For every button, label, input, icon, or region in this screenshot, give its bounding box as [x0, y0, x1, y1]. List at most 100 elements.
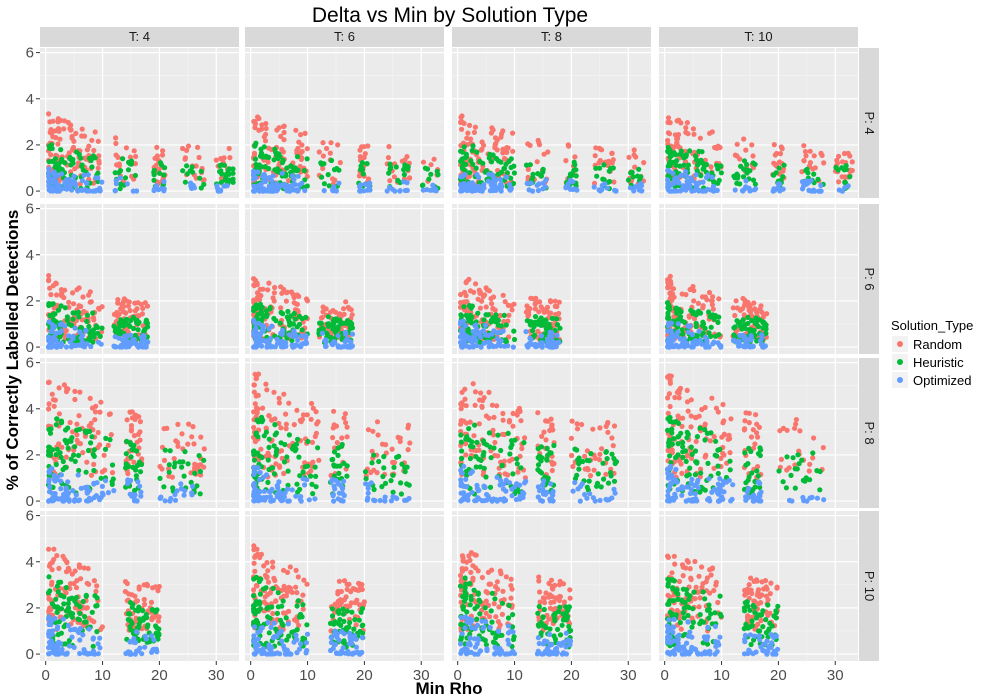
data-point-heuristic — [487, 484, 494, 490]
data-point-random — [500, 417, 506, 423]
data-point-heuristic — [89, 164, 95, 170]
data-point-optimized — [501, 481, 507, 487]
data-point-optimized — [50, 498, 56, 504]
data-point-optimized — [734, 339, 740, 345]
data-point-random — [131, 148, 137, 154]
data-point-optimized — [292, 182, 298, 188]
data-point-heuristic — [511, 336, 518, 343]
data-point-optimized — [695, 477, 701, 483]
data-point-heuristic — [197, 175, 203, 181]
data-point-random — [784, 467, 790, 473]
data-point-random — [356, 173, 362, 179]
data-point-heuristic — [349, 321, 355, 327]
data-point-optimized — [51, 472, 57, 479]
data-point-random — [799, 169, 805, 175]
data-point-random — [552, 303, 558, 309]
data-point-heuristic — [284, 314, 290, 320]
data-point-random — [665, 115, 672, 121]
data-point-random — [97, 409, 103, 415]
data-point-random — [159, 466, 165, 472]
data-point-optimized — [670, 170, 676, 176]
data-point-random — [683, 129, 689, 135]
data-point-heuristic — [667, 453, 673, 459]
data-point-random — [549, 467, 555, 474]
data-point-random — [88, 472, 95, 478]
row-strip: P: 6 — [859, 204, 879, 354]
data-point-heuristic — [70, 316, 76, 322]
data-point-heuristic — [666, 302, 672, 308]
data-point-heuristic — [499, 462, 505, 468]
data-point-heuristic — [714, 162, 720, 168]
data-point-optimized — [66, 498, 72, 504]
data-point-heuristic — [554, 316, 560, 322]
data-point-heuristic — [76, 467, 82, 474]
data-point-optimized — [303, 335, 309, 341]
data-point-heuristic — [260, 154, 266, 160]
data-point-optimized — [365, 490, 371, 496]
data-point-optimized — [673, 466, 679, 472]
data-point-random — [492, 142, 498, 148]
data-point-optimized — [547, 329, 553, 335]
data-point-random — [175, 439, 181, 446]
data-point-optimized — [670, 337, 676, 343]
data-point-random — [86, 292, 92, 298]
data-point-optimized — [743, 344, 749, 350]
data-point-heuristic — [161, 484, 167, 490]
data-point-heuristic — [315, 445, 321, 451]
data-point-heuristic — [670, 436, 677, 442]
data-point-random — [74, 578, 80, 584]
data-point-heuristic — [64, 314, 70, 320]
data-point-optimized — [839, 188, 845, 194]
data-point-optimized — [755, 479, 761, 485]
data-point-heuristic — [667, 151, 674, 157]
data-point-random — [544, 309, 551, 315]
data-point-random — [605, 420, 611, 426]
data-point-heuristic — [742, 450, 748, 456]
data-point-heuristic — [611, 478, 618, 484]
data-point-heuristic — [715, 180, 721, 186]
data-point-optimized — [95, 175, 101, 181]
data-point-random — [67, 419, 73, 426]
data-point-optimized — [46, 170, 52, 176]
data-point-optimized — [161, 179, 167, 185]
data-point-optimized — [266, 488, 272, 495]
data-point-heuristic — [498, 169, 504, 175]
data-point-heuristic — [586, 478, 592, 484]
data-point-optimized — [474, 482, 480, 488]
data-point-heuristic — [749, 470, 755, 476]
data-point-optimized — [297, 496, 303, 502]
data-point-optimized — [538, 333, 545, 339]
panel-background — [40, 48, 239, 198]
data-point-random — [46, 406, 52, 412]
data-point-heuristic — [727, 458, 733, 464]
data-point-random — [710, 306, 716, 312]
y-axis-title: % of Correctly Labelled Detections — [3, 210, 22, 491]
data-point-optimized — [535, 494, 541, 500]
facet-panel — [659, 48, 858, 198]
data-point-heuristic — [325, 321, 331, 327]
data-point-random — [61, 118, 68, 124]
y-tick-label: 4 — [26, 91, 34, 108]
data-point-optimized — [806, 179, 812, 186]
data-point-heuristic — [740, 317, 746, 323]
data-point-optimized — [113, 181, 119, 187]
data-point-heuristic — [62, 305, 68, 311]
data-point-random — [500, 292, 506, 298]
data-point-optimized — [432, 186, 438, 192]
data-point-heuristic — [86, 323, 92, 330]
data-point-heuristic — [73, 310, 80, 316]
data-point-random — [678, 461, 684, 467]
data-point-heuristic — [544, 445, 550, 451]
data-point-optimized — [684, 484, 690, 490]
data-point-random — [278, 305, 284, 311]
data-point-optimized — [471, 334, 477, 341]
data-point-optimized — [255, 320, 262, 326]
data-point-heuristic — [130, 325, 137, 332]
data-point-random — [587, 473, 594, 479]
data-point-optimized — [260, 173, 266, 179]
data-point-random — [254, 410, 260, 416]
data-point-optimized — [461, 334, 467, 340]
data-point-random — [665, 277, 671, 283]
data-point-random — [549, 422, 555, 428]
data-point-heuristic — [625, 177, 632, 183]
